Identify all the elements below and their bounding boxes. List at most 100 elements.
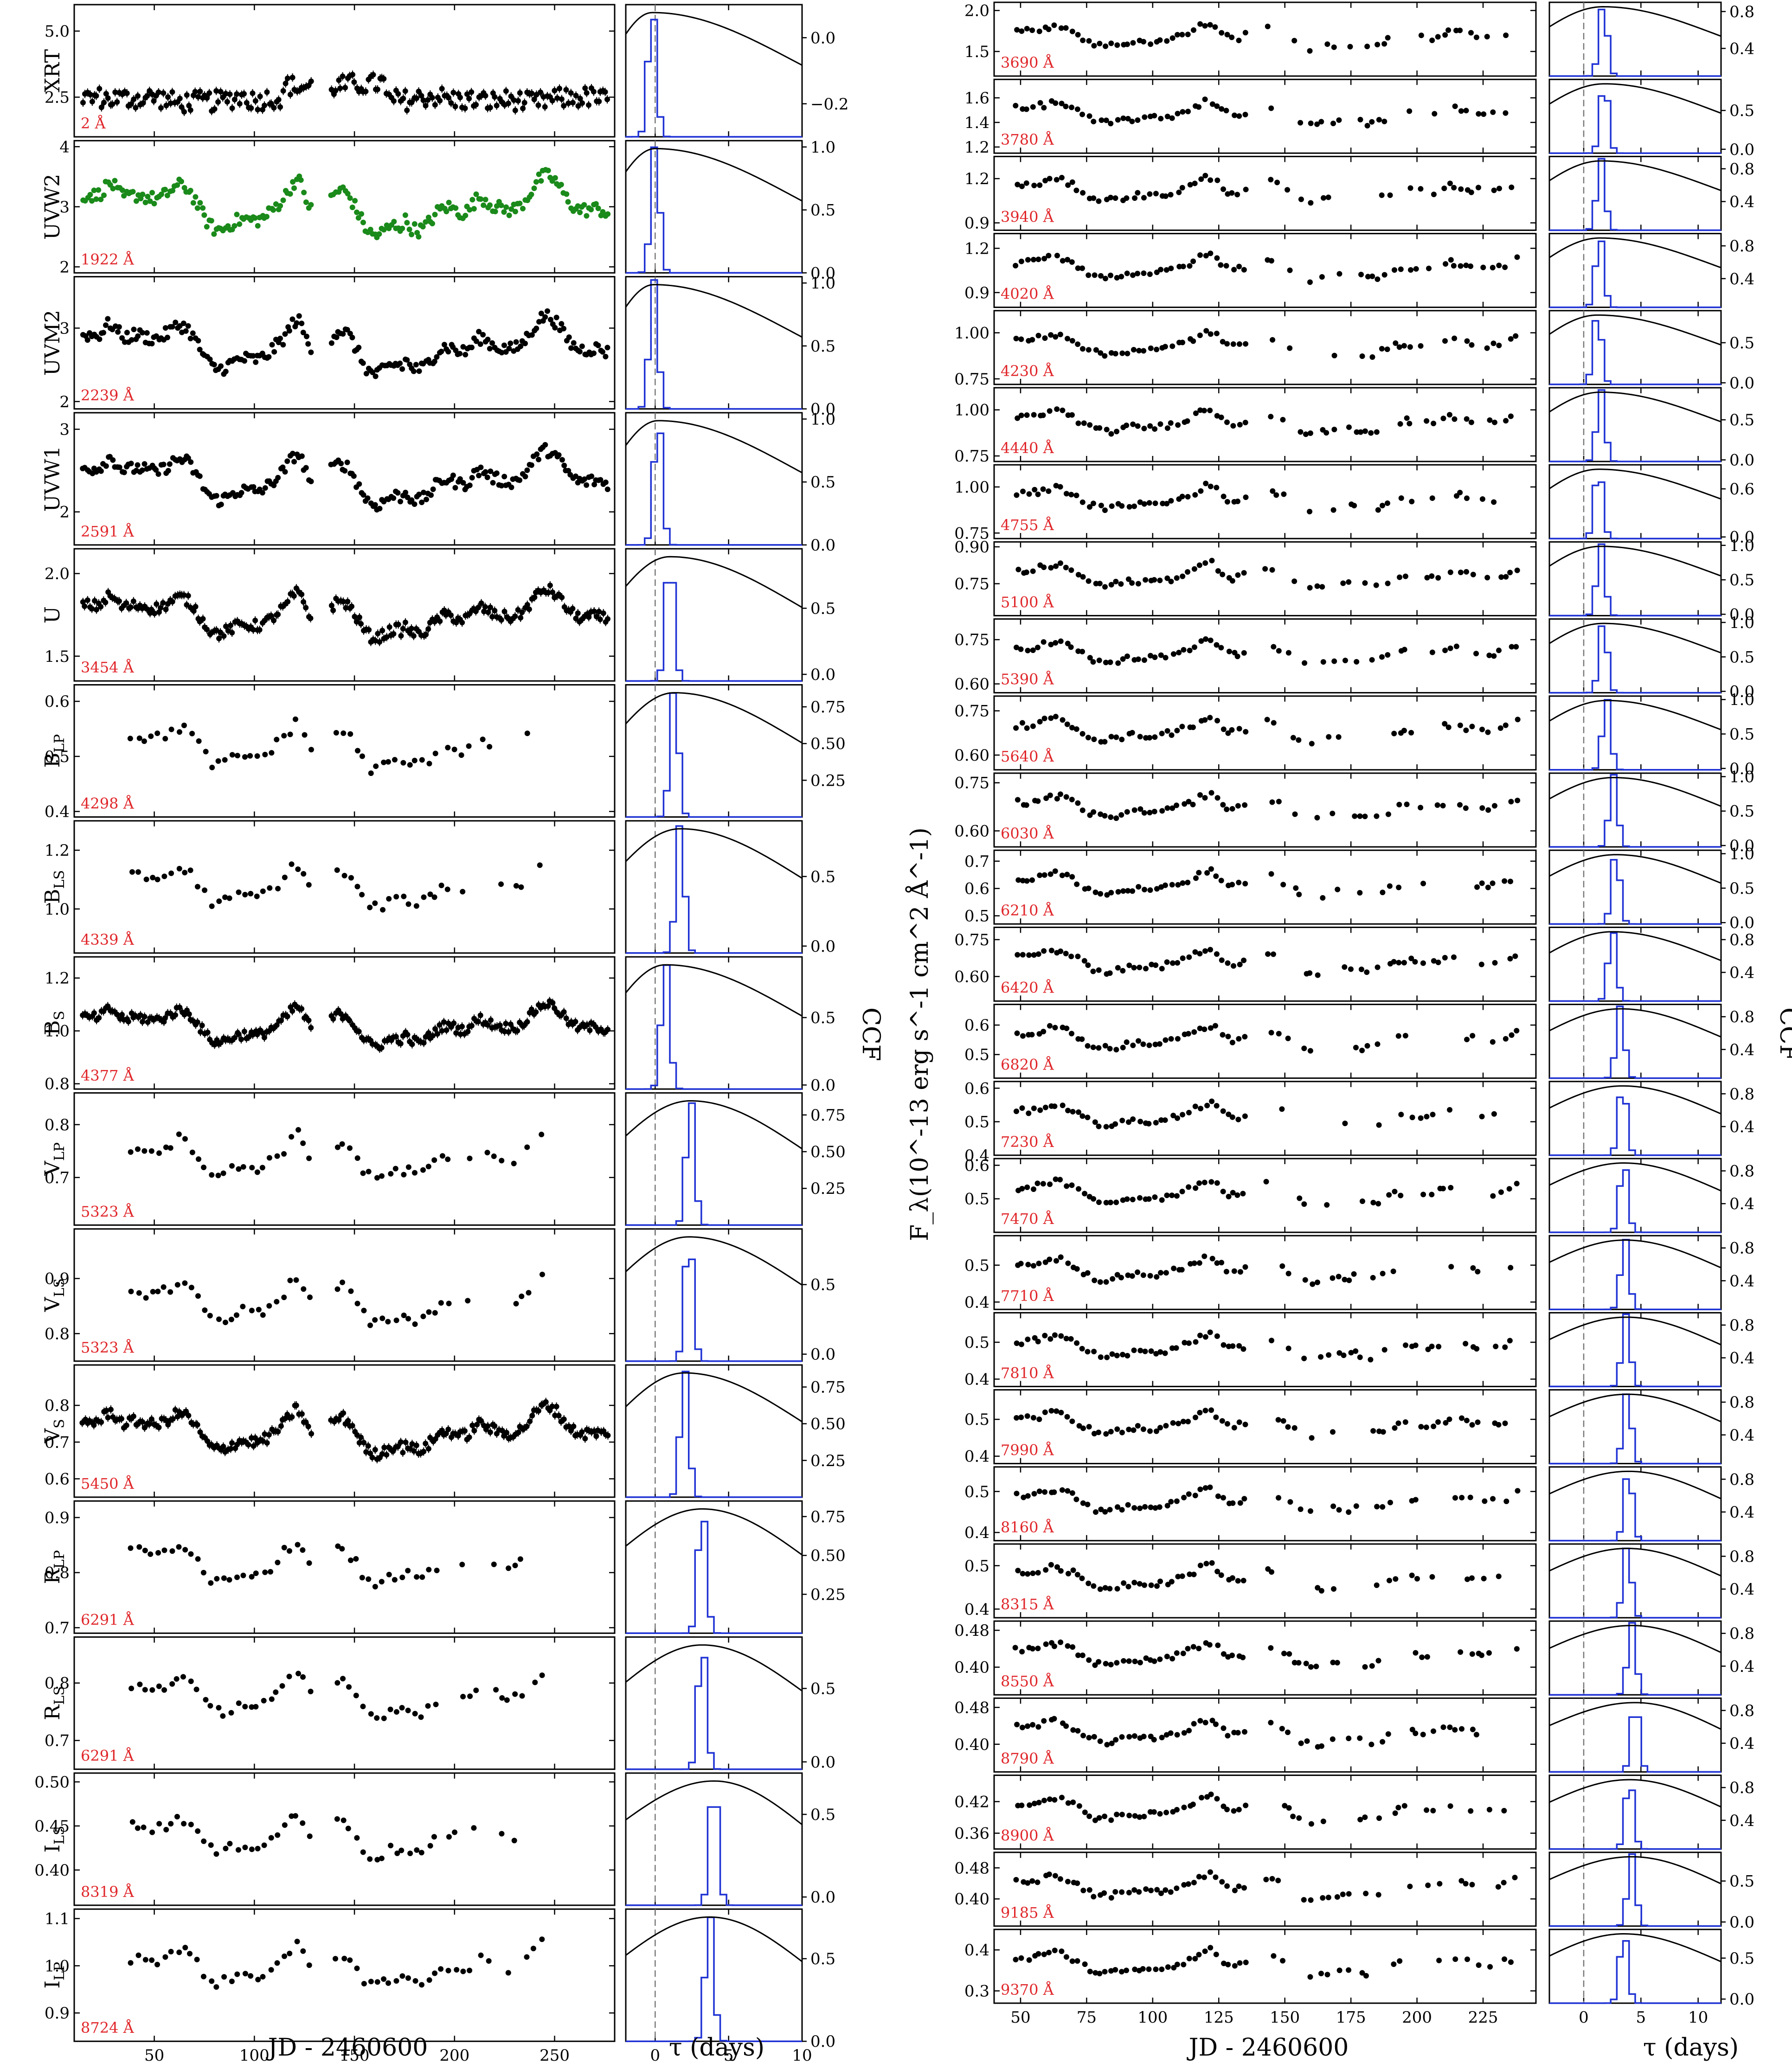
data-point [1020, 488, 1026, 494]
data-point [494, 103, 500, 109]
data-point [1397, 421, 1403, 427]
data-point [492, 209, 498, 215]
data-point [173, 1676, 180, 1682]
data-point [354, 1301, 360, 1307]
data-point [1124, 1353, 1130, 1359]
data-point [350, 71, 356, 77]
data-point [152, 610, 158, 616]
data-point [487, 202, 493, 208]
data-point [392, 1166, 398, 1172]
data-point [1060, 1102, 1066, 1108]
data-point [1264, 717, 1270, 723]
data-point [444, 886, 450, 892]
data-point [1047, 792, 1053, 798]
data-point [247, 753, 253, 759]
data-point [1130, 888, 1136, 894]
data-point [1241, 957, 1247, 963]
data-point [1026, 491, 1032, 497]
data-point [499, 1158, 505, 1164]
y-tick-label: 0.75 [954, 447, 989, 466]
data-point [1102, 584, 1108, 590]
data-point [307, 1294, 313, 1301]
data-point [400, 626, 406, 632]
data-point [1362, 428, 1368, 434]
data-point [1513, 333, 1519, 339]
data-point [248, 891, 254, 897]
data-point [426, 761, 432, 767]
data-point [301, 599, 307, 605]
data-point [242, 891, 248, 897]
data-point [1407, 108, 1413, 114]
data-point [1401, 343, 1407, 349]
data-point [1464, 569, 1470, 575]
data-point [553, 1403, 559, 1410]
data-point [1064, 1183, 1070, 1189]
data-point [139, 330, 145, 336]
data-point [1015, 877, 1021, 883]
data-point [1463, 805, 1469, 811]
data-point [1225, 730, 1231, 736]
data-point [531, 96, 537, 103]
data-point [604, 616, 610, 622]
y-tick-label: 0.6 [964, 1016, 989, 1035]
data-point [546, 589, 552, 596]
lightcurve-panel-frame [73, 820, 616, 954]
data-point [84, 597, 90, 603]
data-point [1240, 1191, 1246, 1197]
data-point [141, 1824, 147, 1830]
data-point [1215, 568, 1221, 574]
data-point [347, 1557, 353, 1563]
data-point [532, 1679, 538, 1685]
data-point [330, 1016, 336, 1022]
data-point [1273, 492, 1279, 498]
data-point [1395, 1033, 1401, 1039]
data-point [1114, 42, 1120, 48]
y-tick-label: 1.00 [954, 401, 989, 420]
data-point [189, 730, 195, 737]
wavelength-label: 3454 Å [81, 659, 135, 676]
data-point [437, 618, 443, 624]
data-point [1386, 1192, 1392, 1198]
data-point [511, 97, 517, 103]
data-point [482, 604, 488, 610]
data-point [1285, 187, 1291, 193]
data-point [1229, 882, 1235, 888]
data-point [462, 1428, 468, 1434]
data-point [1202, 23, 1208, 29]
data-point [484, 1149, 490, 1155]
data-point [1014, 27, 1020, 33]
data-point [581, 202, 587, 208]
data-point [129, 869, 135, 875]
data-point [135, 333, 141, 339]
y-tick-label: 1.2 [964, 239, 989, 258]
data-point [1114, 429, 1120, 435]
data-point [199, 1022, 205, 1028]
wavelength-label: 6291 Å [81, 1611, 135, 1628]
data-point [379, 1315, 385, 1321]
data-point [182, 870, 188, 876]
data-point [1374, 429, 1380, 435]
data-point [1352, 813, 1358, 819]
data-point [384, 1452, 390, 1458]
data-point [1346, 424, 1352, 430]
data-point [1023, 802, 1029, 808]
data-point [1053, 483, 1059, 489]
data-point [1429, 649, 1435, 655]
data-point [226, 1577, 232, 1583]
data-point [1270, 337, 1276, 343]
data-point [178, 179, 184, 185]
data-point [1387, 192, 1393, 198]
data-point [282, 469, 288, 475]
data-point [337, 85, 343, 91]
data-point [1130, 40, 1136, 46]
data-point [1469, 724, 1475, 730]
data-point [1402, 1032, 1408, 1038]
data-point [305, 1423, 311, 1429]
data-point [220, 1713, 226, 1719]
data-point [1156, 1041, 1163, 1047]
data-point [430, 486, 436, 492]
data-point [1113, 1199, 1119, 1205]
data-point [466, 1434, 472, 1440]
data-point [1103, 275, 1108, 282]
